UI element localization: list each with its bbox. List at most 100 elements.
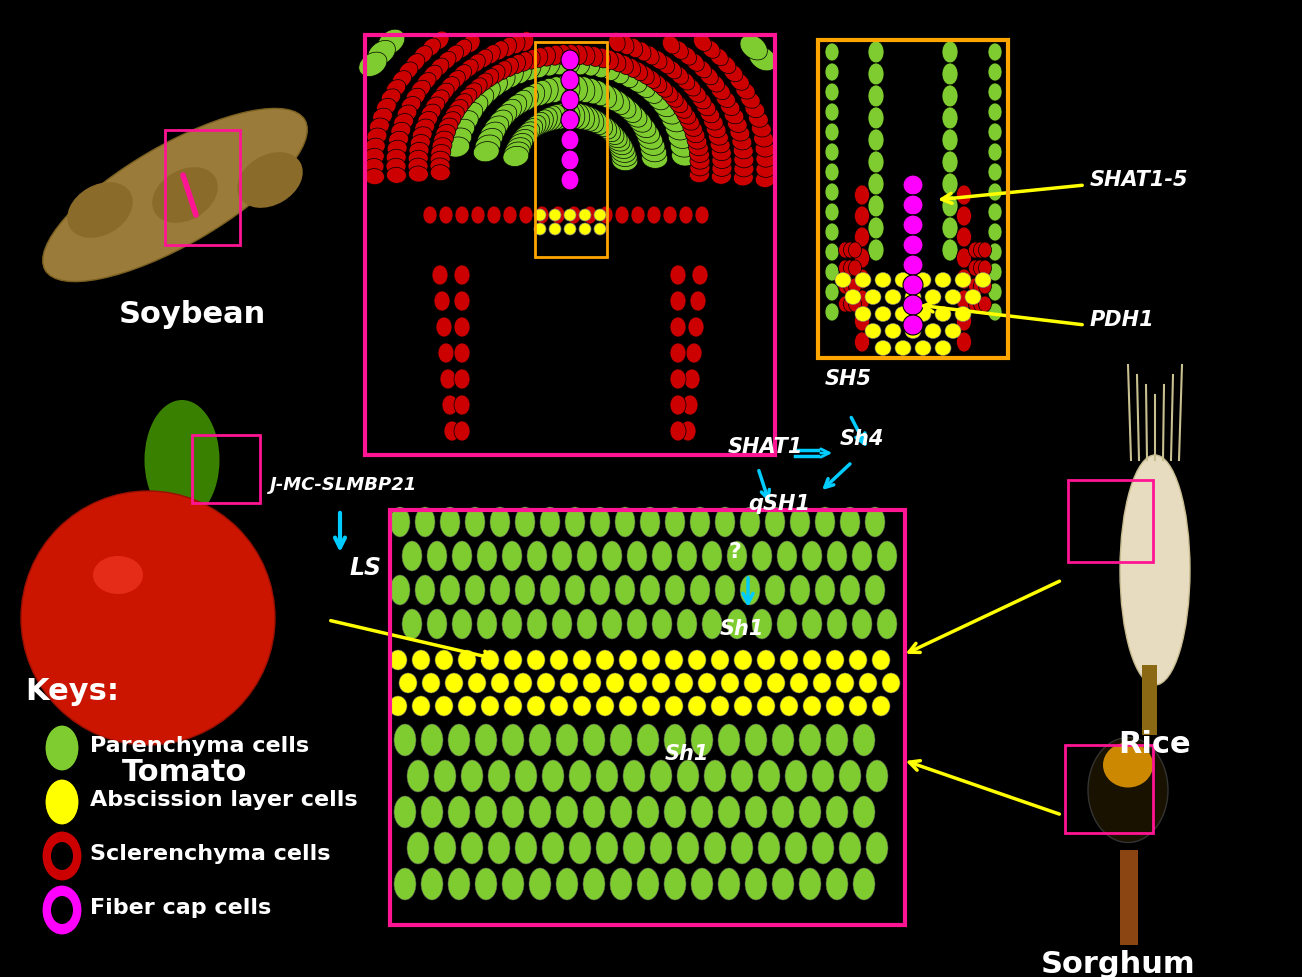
Ellipse shape [875, 273, 891, 287]
Ellipse shape [237, 152, 303, 208]
Ellipse shape [642, 46, 659, 64]
Ellipse shape [401, 97, 421, 113]
Ellipse shape [423, 206, 437, 224]
Ellipse shape [815, 575, 835, 605]
Ellipse shape [483, 45, 500, 64]
Ellipse shape [677, 832, 699, 864]
Ellipse shape [676, 72, 695, 90]
Ellipse shape [615, 206, 629, 224]
Ellipse shape [641, 575, 660, 605]
Ellipse shape [637, 868, 659, 900]
Ellipse shape [753, 541, 772, 571]
Ellipse shape [785, 832, 807, 864]
Ellipse shape [493, 68, 516, 92]
Ellipse shape [534, 209, 546, 221]
Ellipse shape [904, 315, 923, 335]
Ellipse shape [943, 129, 958, 151]
Ellipse shape [678, 47, 697, 65]
Ellipse shape [865, 575, 885, 605]
Ellipse shape [480, 696, 499, 716]
Ellipse shape [825, 650, 844, 670]
Ellipse shape [539, 46, 556, 66]
Ellipse shape [825, 796, 848, 828]
Ellipse shape [617, 55, 633, 74]
Ellipse shape [894, 341, 911, 356]
Ellipse shape [661, 110, 686, 132]
Ellipse shape [825, 696, 844, 716]
Ellipse shape [957, 311, 971, 331]
Ellipse shape [389, 131, 409, 148]
Ellipse shape [690, 291, 706, 311]
Ellipse shape [663, 206, 677, 224]
Ellipse shape [516, 760, 536, 792]
Ellipse shape [849, 696, 867, 716]
Ellipse shape [979, 260, 992, 276]
Ellipse shape [42, 885, 82, 935]
Ellipse shape [577, 541, 598, 571]
Ellipse shape [868, 85, 884, 107]
Ellipse shape [436, 317, 452, 337]
Ellipse shape [503, 724, 523, 756]
Ellipse shape [504, 650, 522, 670]
Ellipse shape [634, 122, 660, 144]
Ellipse shape [622, 832, 644, 864]
Ellipse shape [691, 265, 708, 285]
Ellipse shape [458, 696, 477, 716]
Ellipse shape [596, 760, 618, 792]
Ellipse shape [602, 50, 618, 69]
Ellipse shape [687, 317, 704, 337]
Ellipse shape [745, 796, 767, 828]
Ellipse shape [664, 90, 684, 107]
Ellipse shape [844, 242, 857, 258]
Ellipse shape [561, 170, 579, 190]
Ellipse shape [865, 323, 881, 338]
Ellipse shape [711, 168, 732, 185]
Text: SH5: SH5 [825, 369, 872, 389]
Ellipse shape [501, 64, 523, 88]
Ellipse shape [517, 86, 538, 111]
Ellipse shape [733, 170, 754, 186]
Ellipse shape [547, 45, 564, 65]
Ellipse shape [608, 59, 629, 84]
Ellipse shape [437, 343, 454, 363]
Ellipse shape [387, 149, 406, 165]
Ellipse shape [639, 80, 663, 104]
Ellipse shape [734, 650, 753, 670]
Ellipse shape [641, 507, 660, 537]
Ellipse shape [536, 673, 555, 693]
Ellipse shape [475, 868, 497, 900]
Ellipse shape [536, 107, 557, 133]
Ellipse shape [758, 760, 780, 792]
Ellipse shape [988, 123, 1003, 141]
Ellipse shape [717, 724, 740, 756]
Ellipse shape [957, 185, 971, 205]
Ellipse shape [431, 165, 450, 181]
Ellipse shape [957, 227, 971, 247]
Ellipse shape [555, 103, 575, 129]
Ellipse shape [825, 123, 838, 141]
Ellipse shape [445, 673, 464, 693]
Ellipse shape [408, 158, 428, 174]
Ellipse shape [711, 145, 732, 160]
Ellipse shape [453, 64, 471, 83]
Ellipse shape [487, 206, 501, 224]
Ellipse shape [777, 609, 797, 639]
Ellipse shape [587, 47, 603, 66]
Ellipse shape [503, 796, 523, 828]
Ellipse shape [490, 575, 510, 605]
Ellipse shape [836, 673, 854, 693]
Ellipse shape [855, 273, 871, 287]
Ellipse shape [596, 696, 615, 716]
Ellipse shape [410, 135, 430, 150]
Ellipse shape [894, 273, 911, 287]
Ellipse shape [444, 421, 460, 441]
Ellipse shape [569, 104, 590, 129]
Ellipse shape [43, 108, 307, 281]
Ellipse shape [704, 832, 727, 864]
Ellipse shape [491, 673, 509, 693]
Ellipse shape [1088, 738, 1168, 842]
Ellipse shape [444, 137, 470, 157]
Ellipse shape [1103, 743, 1154, 787]
Ellipse shape [671, 343, 686, 363]
Ellipse shape [751, 121, 771, 137]
